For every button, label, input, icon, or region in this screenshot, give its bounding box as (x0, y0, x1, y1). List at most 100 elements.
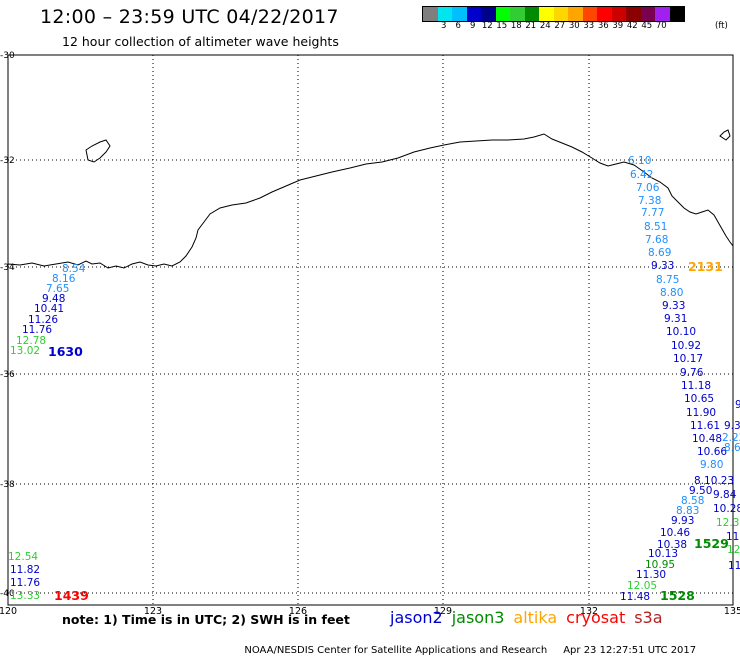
wave-height-value: 9.3 (724, 420, 740, 432)
colorbar-swatch (437, 7, 452, 21)
wave-height-value: 8.80 (660, 287, 683, 299)
pass-time-label: 1439 (54, 588, 89, 603)
latitude-label: -34 (0, 263, 15, 273)
colorbar-label: 70 (655, 21, 667, 31)
latitude-label: -32 (0, 156, 15, 166)
pass-time-labels: 1630 2131 1529 1528 1439 (48, 259, 729, 603)
wave-height-observations: 8.548.167.659.4810.4111.2611.7612.7813.0… (8, 155, 740, 603)
wave-height-value: 12.3 (716, 517, 739, 529)
wave-height-value: 8.83 (676, 505, 699, 517)
wave-height-value: 9.50 (689, 485, 712, 497)
colorbar-label: 15 (496, 21, 508, 31)
legend-jason2: jason2 (390, 608, 443, 627)
colorbar-swatch (553, 7, 568, 21)
colorbar-swatch (669, 7, 684, 21)
wave-height-value: 8.54 (62, 263, 86, 275)
wave-height-value: 9.93 (671, 515, 694, 527)
map-subtitle: 12 hour collection of altimeter wave hei… (62, 34, 339, 49)
wave-height-value: 8.16 (52, 273, 76, 285)
longitude-label: 126 (289, 606, 307, 617)
colorbar-label: 24 (539, 21, 551, 31)
colorbar-swatch (597, 7, 612, 21)
footer: NOAA/NESDIS Center for Satellite Applica… (238, 634, 696, 656)
wave-height-value: 7.77 (641, 207, 664, 219)
legend-altika: altika (513, 608, 558, 627)
latitude-label: -30 (0, 51, 15, 61)
wave-height-value: 12.78 (16, 335, 46, 347)
colorbar-label: 45 (641, 21, 653, 31)
map-title: 12:00 – 23:59 UTC 04/22/2017 (40, 6, 339, 28)
satellite-legend: jason2 jason3 altika cryosat s3a (390, 608, 672, 627)
wave-height-value: 11 (728, 560, 740, 572)
longitude-label: 129 (434, 606, 452, 617)
colorbar-label: 39 (612, 21, 624, 31)
wave-height-value: 7.06 (636, 182, 660, 194)
units-note: note: 1) Time is in UTC; 2) SWH is in fe… (62, 612, 350, 627)
legend-s3a: s3a (634, 608, 663, 627)
latitude-labels: -30 -32 -34 -36 -38 -40 (0, 51, 15, 599)
wave-height-value: 11.61 (690, 420, 720, 432)
colorbar-swatch (524, 7, 539, 21)
longitude-label: 123 (144, 606, 162, 617)
footer-credit: NOAA/NESDIS Center for Satellite Applica… (244, 645, 548, 656)
wave-height-value: 10.48 (692, 433, 722, 445)
wave-height-value: 10.13 (648, 548, 678, 560)
colorbar-swatch (481, 7, 496, 21)
colorbar-label: 21 (525, 21, 537, 31)
wave-height-value: 10.95 (645, 559, 675, 571)
pass-time-label: 2131 (688, 259, 723, 274)
wave-height-value: 13.02 (10, 345, 40, 357)
wave-height-value: 9.31 (664, 313, 687, 325)
colorbar-swatch (510, 7, 525, 21)
colorbar-swatch (466, 7, 481, 21)
colorbar-swatch (423, 7, 438, 21)
graticule-grid (8, 55, 733, 605)
wave-height-value: 8.75 (656, 274, 679, 286)
pass-time-label: 1630 (48, 344, 83, 359)
colorbar-label: 3 (441, 21, 447, 31)
longitude-label: 135 (724, 606, 740, 617)
wave-height-value: 11.76 (10, 577, 40, 589)
colorbar-labels: 3 6 9 12 15 18 21 24 27 30 33 36 39 42 45 70 (422, 21, 669, 31)
latitude-label: -36 (0, 370, 15, 380)
colorbar-swatch (568, 7, 583, 21)
wave-height-value: 11.30 (636, 569, 666, 581)
longitude-label: 120 (0, 606, 17, 617)
map-frame (7, 54, 734, 606)
wave-height-value: 11.48 (620, 591, 650, 603)
colorbar-label: 33 (583, 21, 595, 31)
colorbar-swatch (539, 7, 554, 21)
colorbar-swatch (655, 7, 670, 21)
wave-height-value: 9.33 (651, 260, 674, 272)
wave-height-value: 11.26 (28, 314, 58, 326)
wave-height-value: 6.10 (628, 155, 651, 167)
colorbar-swatch (452, 7, 467, 21)
island-southeast (719, 129, 731, 141)
island-northwest (85, 139, 111, 163)
pass-time-label: 1528 (660, 588, 695, 603)
wave-height-value: 9.84 (713, 489, 737, 501)
wave-height-value: 7.38 (638, 195, 661, 207)
wave-height-value: 10.46 (660, 527, 690, 539)
pass-time-label: 1529 (694, 536, 729, 551)
wave-height-value: 9.76 (680, 367, 704, 379)
colorbar-swatch (582, 7, 597, 21)
colorbar-swatch (626, 7, 641, 21)
colorbar-swatch (495, 7, 510, 21)
legend-jason3: jason3 (451, 608, 505, 627)
wave-height-value: 7.65 (46, 283, 69, 295)
colorbar-swatch (640, 7, 655, 21)
coastline (7, 129, 734, 269)
colorbar-label: 30 (568, 21, 580, 31)
wave-height-value: 10.38 (657, 539, 687, 551)
coastline-south-australia (7, 133, 734, 269)
wave-height-value: 10.28 (713, 503, 740, 515)
colorbar-label: 6 (455, 21, 461, 31)
wave-height-value: 10.41 (34, 303, 64, 315)
wave-height-colorbar (422, 6, 685, 22)
wave-height-value: 8.10.23 (694, 475, 734, 487)
wave-height-value: 7.68 (645, 234, 668, 246)
wave-height-value: 11.76 (22, 324, 52, 336)
wave-height-value: 9.48 (42, 293, 65, 305)
